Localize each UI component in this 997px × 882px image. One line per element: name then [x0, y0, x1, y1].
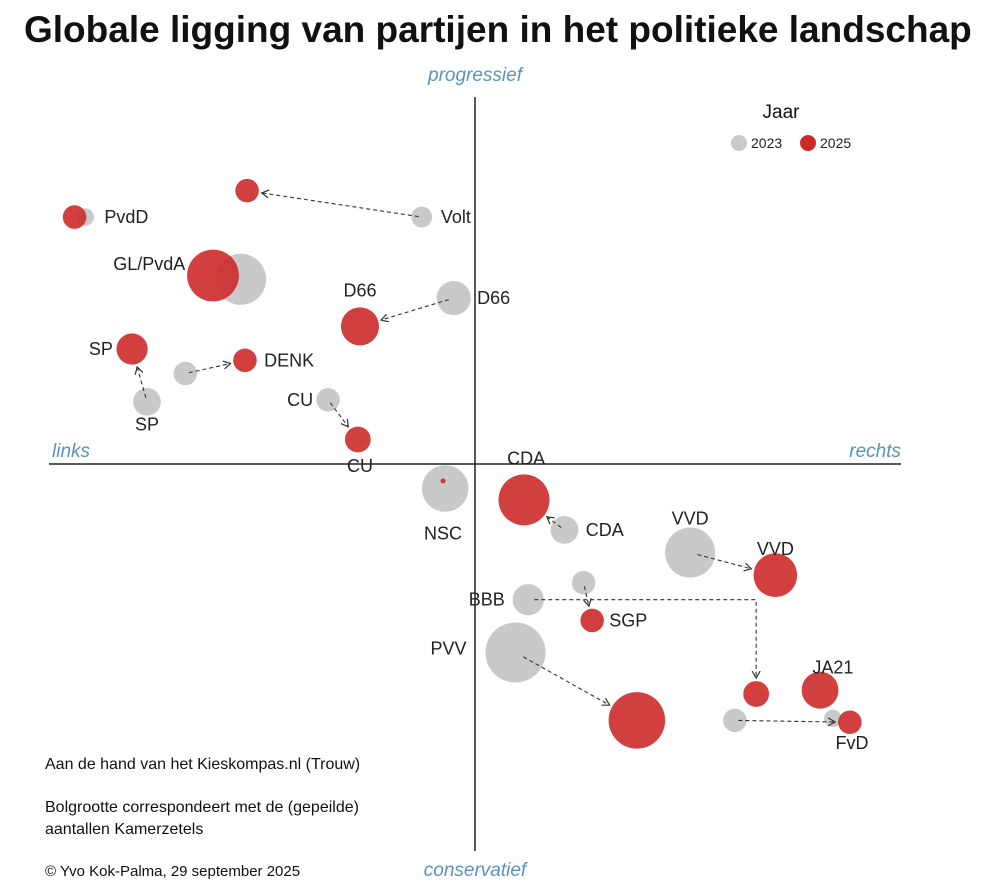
- bubble-fvd-2023: [723, 708, 747, 733]
- legend-swatch-2025: [800, 135, 816, 151]
- credit: © Yvo Kok-Palma, 29 september 2025: [45, 863, 300, 880]
- party-label-vvd: VVD: [672, 509, 709, 529]
- party-label-bbb: BBB: [469, 590, 505, 610]
- bubble-cda-2025: [498, 474, 550, 526]
- bubble-nsc-2023: [421, 465, 469, 512]
- arrow-pvv: [523, 656, 611, 706]
- bubbles-2023: [76, 206, 842, 733]
- bubble-vvd-2025: [753, 553, 798, 598]
- source-note: Aan de hand van het Kieskompas.nl (Trouw…: [45, 756, 360, 773]
- bubble-cu-2025: [344, 426, 371, 453]
- party-label-pvdd: PvdD: [104, 207, 148, 227]
- party-label-denk: DENK: [264, 350, 314, 370]
- party-label-vvd: VVD: [757, 539, 794, 559]
- arrow-denk: [188, 360, 232, 374]
- party-label-cu: CU: [287, 390, 313, 410]
- bubble-sp-2023: [133, 387, 161, 416]
- party-label-cu: CU: [347, 456, 373, 476]
- party-label-volt: Volt: [441, 207, 471, 227]
- bubble-volt-2025: [235, 178, 259, 203]
- arrow-fvd: [738, 717, 837, 727]
- axis-label-top: progressief: [427, 65, 524, 86]
- party-label-d66: D66: [477, 288, 510, 308]
- axis-label-right: rechts: [849, 441, 901, 462]
- bubble-bbb-2025: [743, 681, 770, 707]
- bubble-d66-2025: [340, 307, 380, 346]
- bubble-pvv-2023: [485, 622, 546, 683]
- chart-title: Globale ligging van partijen in het poli…: [24, 9, 972, 50]
- party-label-sp: SP: [135, 414, 159, 434]
- party-label-gl-pvda: GL/PvdA: [113, 254, 185, 274]
- legend-title: Jaar: [763, 102, 801, 123]
- party-label-d66: D66: [343, 281, 376, 301]
- party-label-ja21: JA21: [812, 658, 853, 678]
- bubble-gl-pvda-2025: [187, 249, 239, 302]
- bubble-denk-2023: [173, 361, 198, 386]
- bubble-sgp-2025: [580, 608, 604, 633]
- arrow-bbb: [534, 599, 761, 680]
- legend-label-2023: 2023: [751, 135, 782, 151]
- bubble-note-line1: Bolgrootte correspondeert met de (gepeil…: [45, 799, 359, 816]
- arrow-cda: [545, 516, 562, 528]
- bubble-note-line2: aantallen Kamerzetels: [45, 821, 203, 838]
- legend: Jaar 2023 2025: [731, 102, 851, 151]
- axis-label-left: links: [52, 441, 91, 462]
- arrow-sp: [134, 365, 147, 398]
- bubble-cu-2023: [316, 388, 340, 412]
- party-label-sp: SP: [89, 339, 113, 359]
- bubble-sp-2025: [116, 333, 148, 365]
- bubble-pvv-2025: [608, 692, 666, 749]
- bubble-cda-2023: [550, 516, 579, 544]
- bubble-pvdd-2025: [62, 205, 87, 229]
- bubble-volt-2023: [411, 206, 433, 228]
- bubble-bbb-2023: [512, 584, 544, 616]
- bubble-nsc-2025: [440, 478, 446, 484]
- party-label-sgp: SGP: [609, 610, 647, 630]
- bubble-fvd-2025: [838, 710, 862, 735]
- arrow-volt: [260, 189, 419, 218]
- arrow-d66: [379, 299, 449, 323]
- bubbles-2025: [62, 178, 862, 749]
- legend-label-2025: 2025: [820, 135, 851, 151]
- bubble-sgp-2023: [571, 570, 596, 595]
- party-label-fvd: FvD: [836, 733, 869, 753]
- legend-swatch-2023: [731, 135, 747, 151]
- party-label-pvv: PVV: [430, 639, 466, 659]
- party-label-nsc: NSC: [424, 524, 462, 544]
- axis-label-bottom: conservatief: [424, 860, 528, 881]
- arrow-vvd: [697, 553, 753, 572]
- party-label-cda: CDA: [507, 448, 545, 468]
- bubble-d66-2023: [436, 281, 471, 316]
- bubble-vvd-2023: [665, 527, 716, 578]
- party-label-cda: CDA: [586, 520, 624, 540]
- movement-arrows: [134, 189, 837, 727]
- bubble-denk-2025: [233, 348, 257, 373]
- bubble-ja21-2025: [801, 671, 839, 709]
- arrow-cu: [329, 402, 350, 428]
- arrow-sgp: [583, 586, 592, 608]
- party-labels: Volt PvdD GL/PvdA D66 D66 SP DENK CU SP CU CDA NSC C…: [89, 207, 869, 753]
